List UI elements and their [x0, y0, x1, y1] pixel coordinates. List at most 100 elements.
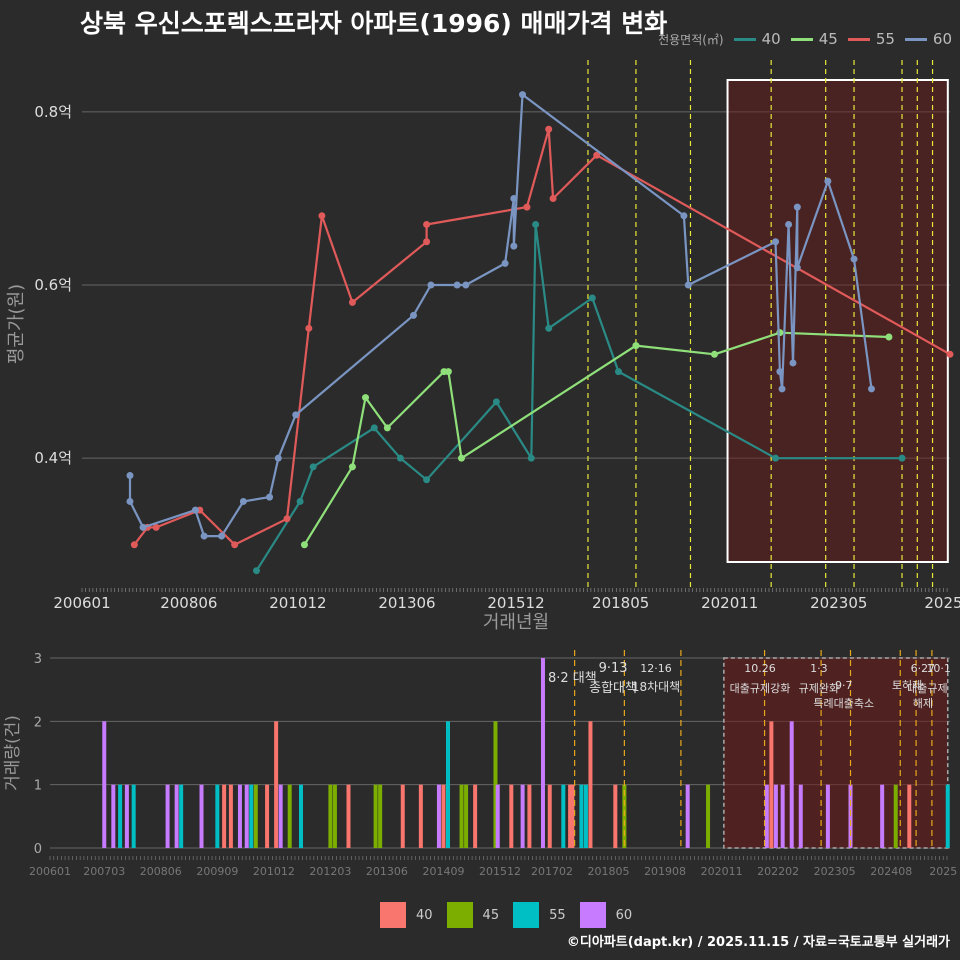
data-point-60: [510, 194, 518, 202]
data-point-60: [501, 259, 509, 267]
legend-item-55: 55: [847, 30, 895, 48]
policy-annotation: 해제: [913, 696, 933, 710]
data-point-40: [527, 454, 535, 462]
data-point-60: [274, 454, 282, 462]
bar-55: [445, 721, 450, 848]
top-legend: 전용면적(㎡) 40 45 55 60: [658, 30, 952, 48]
data-point-60: [793, 264, 801, 272]
bar-60: [789, 721, 794, 848]
bar-55: [131, 784, 136, 848]
bar-45: [459, 784, 464, 848]
bar-55: [118, 784, 123, 848]
data-point-60: [126, 497, 134, 505]
x-tick-label: 201012: [269, 594, 326, 612]
bar-y-tick-label: 0: [34, 842, 42, 857]
bar-40: [346, 784, 351, 848]
x-tick-label: 200806: [160, 594, 217, 612]
data-point-40: [588, 294, 596, 302]
bar-x-tick-label: 202305: [814, 865, 856, 878]
data-point-55: [283, 515, 291, 523]
policy-annotation: 8·2 대책: [548, 671, 597, 686]
data-point-55: [545, 125, 553, 133]
policy-annotation: 18차대책: [632, 679, 680, 694]
bar-legend-45: 45: [446, 902, 499, 928]
policy-annotation: 특례대출축소: [813, 697, 874, 710]
bar-60: [520, 784, 525, 848]
bar-40: [418, 784, 423, 848]
bar-x-tick-label: 201702: [531, 865, 573, 878]
bar-40: [400, 784, 405, 848]
data-point-55: [549, 194, 557, 202]
data-point-40: [296, 497, 304, 505]
highlight-region: [726, 79, 949, 563]
bar-55: [249, 784, 254, 848]
x-tick-label: 2025: [924, 594, 960, 612]
data-point-60: [462, 281, 470, 289]
legend-title: 전용면적(㎡): [658, 32, 724, 47]
bar-40: [907, 784, 912, 848]
data-point-60: [292, 411, 300, 419]
policy-annotation: 9·7: [835, 679, 853, 692]
bottom-legend: 40 45 55 60: [380, 902, 632, 928]
bar-60: [174, 784, 179, 848]
bar-x-tick-label: 200703: [83, 865, 125, 878]
data-point-60: [778, 385, 786, 393]
bar-40: [509, 784, 514, 848]
bar-x-tick-label: 200806: [140, 865, 182, 878]
data-point-55: [152, 523, 160, 531]
data-point-60: [680, 212, 688, 220]
bar-40: [613, 784, 618, 848]
bar-40: [547, 784, 552, 848]
bar-x-tick-label: 202408: [870, 865, 912, 878]
bar-legend-40: 40: [380, 902, 433, 928]
data-point-55: [231, 541, 239, 549]
data-point-60: [427, 281, 435, 289]
bar-x-tick-label: 201306: [366, 865, 408, 878]
policy-annotation: 1·3: [810, 662, 828, 675]
bar-x-tick-label: 200601: [29, 865, 71, 878]
bar-60: [880, 784, 885, 848]
bar-45: [328, 784, 333, 848]
policy-annotation: 9·13: [599, 661, 628, 676]
bar-60: [780, 784, 785, 848]
data-point-60: [200, 532, 208, 540]
x-tick-label: 200601: [53, 594, 110, 612]
bar-60: [764, 784, 769, 848]
data-point-55: [423, 238, 431, 246]
data-point-45: [885, 333, 893, 341]
bar-55: [299, 784, 304, 848]
bar-40: [588, 721, 593, 848]
bar-60: [124, 784, 129, 848]
data-point-40: [396, 454, 404, 462]
data-point-40: [252, 567, 260, 575]
data-point-60: [793, 203, 801, 211]
bar-60: [773, 784, 778, 848]
data-point-40: [532, 220, 540, 228]
bar-x-tick-label: 201203: [309, 865, 351, 878]
data-point-55: [593, 151, 601, 159]
bar-40: [769, 721, 774, 848]
bar-60: [848, 784, 853, 848]
bar-60: [278, 784, 283, 848]
data-point-45: [348, 463, 356, 471]
data-point-60: [684, 281, 692, 289]
bar-x-tick-label: 202011: [701, 865, 743, 878]
data-point-60: [867, 385, 875, 393]
bar-60: [495, 784, 500, 848]
data-point-40: [423, 476, 431, 484]
bar-x-tick-label: 201012: [253, 865, 295, 878]
x-tick-label: 201306: [378, 594, 435, 612]
y-tick-label: 0.4억: [34, 449, 72, 467]
bar-x-tick-label: 201409: [422, 865, 464, 878]
x-tick-label: 202011: [701, 594, 758, 612]
legend-item-60: 60: [904, 30, 952, 48]
x-tick-label: 201512: [487, 594, 544, 612]
policy-annotation: 대출규제강화: [730, 682, 791, 695]
bar-60: [436, 784, 441, 848]
data-point-40: [370, 424, 378, 432]
bar-45: [287, 784, 292, 848]
legend-item-40: 40: [733, 30, 781, 48]
policy-annotation: 10.26: [744, 662, 776, 675]
x-tick-label: 201805: [592, 594, 649, 612]
bar-60: [540, 658, 545, 848]
